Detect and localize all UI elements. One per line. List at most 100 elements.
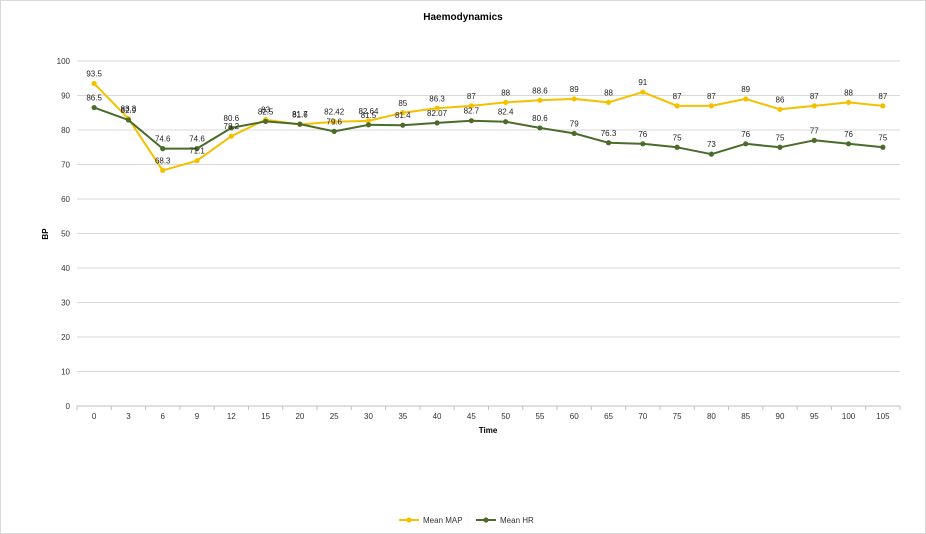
data-label: 82.9	[121, 106, 137, 115]
data-labels: 93.5 83.3 68.3 71.1 78.2 83 81.6 82.42 82.64 85 86…	[86, 69, 887, 165]
data-point	[503, 99, 509, 105]
data-point	[331, 128, 337, 134]
data-point	[468, 103, 474, 109]
series-line-1	[93, 106, 884, 156]
data-point	[605, 140, 612, 146]
data-label: 80.6	[532, 114, 548, 123]
data-point	[537, 125, 543, 131]
gridlines	[77, 60, 900, 407]
y-tick-label: 60	[61, 195, 70, 204]
x-axis-ticks: 0 3 6 9 12 15 20 25 30 35 40 45 50 55 60 65 70 75 80 85 90 95…	[76, 406, 901, 421]
data-point	[125, 117, 132, 123]
data-point	[845, 141, 852, 147]
data-point	[743, 141, 749, 147]
legend-label: Mean HR	[500, 516, 534, 525]
x-tick-label: 65	[604, 412, 613, 421]
data-point	[708, 103, 714, 109]
x-tick-label: 6	[161, 412, 166, 421]
x-tick-label: 15	[261, 412, 270, 421]
data-label: 76	[741, 130, 750, 139]
data-label: 82.5	[258, 107, 274, 116]
data-point	[91, 80, 97, 87]
data-point	[674, 144, 680, 150]
data-label: 75	[776, 133, 785, 142]
data-label: 87	[878, 92, 887, 101]
x-tick-label: 12	[227, 412, 236, 421]
x-tick-label: 105	[876, 412, 890, 421]
data-label: 74.6	[155, 135, 171, 144]
data-point	[880, 144, 886, 150]
x-tick-label: 25	[330, 412, 339, 421]
y-tick-label: 70	[61, 161, 70, 170]
chart-title: Haemodynamics	[423, 12, 503, 23]
x-tick-label: 90	[776, 412, 785, 421]
data-point	[537, 97, 543, 103]
data-point	[468, 118, 474, 124]
x-tick-label: 95	[810, 412, 819, 421]
x-tick-label: 35	[398, 412, 407, 421]
data-label: 73	[707, 140, 716, 149]
data-point	[228, 133, 234, 139]
x-tick-label: 20	[295, 412, 304, 421]
x-tick-label: 100	[842, 412, 856, 421]
data-label: 76	[844, 130, 853, 139]
data-point	[365, 122, 372, 128]
data-label: 89	[570, 85, 579, 94]
data-label: 77	[810, 126, 819, 135]
legend-swatch-marker	[483, 517, 489, 523]
data-label: 81.5	[361, 111, 377, 120]
x-tick-label: 30	[364, 412, 373, 421]
data-point	[263, 118, 269, 124]
data-label: 88	[844, 88, 853, 97]
legend-swatch-marker	[406, 517, 412, 523]
y-tick-label: 30	[61, 299, 70, 308]
data-label: 78.2	[224, 122, 240, 131]
x-tick-label: 60	[570, 412, 579, 421]
data-label: 76	[638, 130, 647, 139]
data-point	[845, 99, 852, 105]
data-label: 87	[810, 92, 819, 101]
data-point	[777, 144, 783, 150]
series-line-0	[93, 82, 884, 172]
data-point	[605, 99, 612, 105]
y-tick-label: 90	[61, 92, 70, 101]
x-tick-label: 3	[126, 412, 131, 421]
x-tick-label: 0	[92, 412, 97, 421]
data-label: 75	[673, 133, 682, 142]
x-axis-title: Time	[479, 426, 498, 435]
data-label: 82.64	[358, 107, 379, 116]
data-label: 82.4	[498, 108, 514, 117]
x-tick-label: 55	[535, 412, 544, 421]
data-label: 83.3	[121, 105, 137, 114]
data-point	[571, 96, 577, 102]
y-tick-label: 0	[66, 402, 71, 411]
data-label: 82.42	[324, 108, 345, 117]
data-point	[194, 158, 200, 164]
data-label: 82.07	[427, 109, 448, 118]
x-tick-label: 9	[195, 412, 200, 421]
data-label: 88.6	[532, 86, 548, 95]
data-point	[434, 120, 440, 126]
x-tick-label: 70	[638, 412, 647, 421]
x-tick-label: 50	[501, 412, 510, 421]
data-point	[640, 89, 646, 95]
x-tick-label: 40	[433, 412, 442, 421]
data-point	[297, 121, 303, 127]
data-label: 80.6	[224, 114, 240, 123]
x-tick-label: 45	[467, 412, 476, 421]
data-point	[571, 130, 577, 137]
data-label: 79.6	[326, 117, 342, 126]
x-tick-label: 85	[741, 412, 750, 421]
data-label: 82.7	[464, 107, 480, 116]
data-point	[91, 104, 97, 111]
data-label: 75	[878, 133, 887, 142]
x-tick-label: 75	[673, 412, 682, 421]
data-label: 79	[570, 119, 579, 128]
data-point	[777, 106, 783, 112]
data-point	[743, 96, 749, 102]
data-label: 74.6	[189, 135, 205, 144]
data-point	[708, 151, 714, 157]
data-label: 71.1	[189, 147, 205, 156]
